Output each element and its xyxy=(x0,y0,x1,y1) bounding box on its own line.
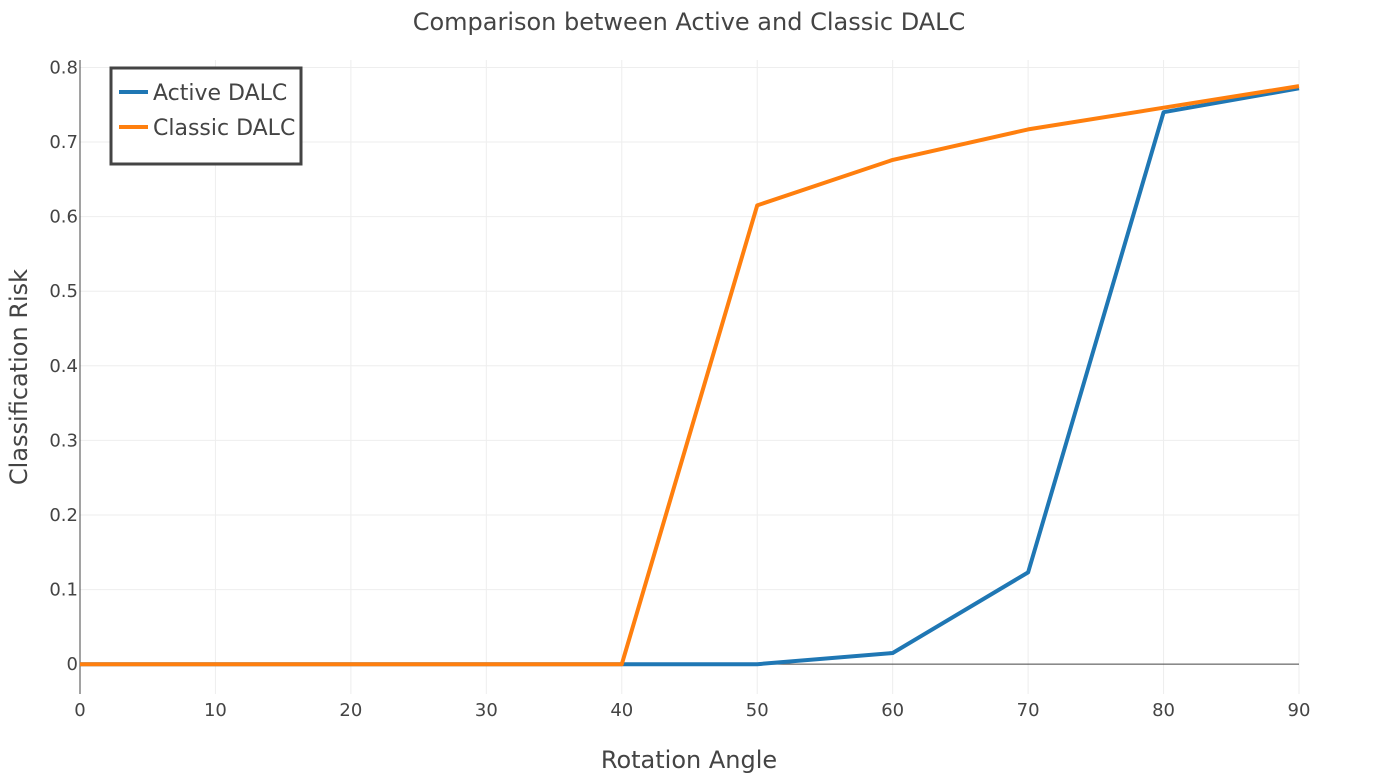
series-layer xyxy=(80,84,1300,667)
y-tick-label: 0.1 xyxy=(49,580,78,601)
y-tick-label: 0.7 xyxy=(49,132,78,153)
x-axis-title: Rotation Angle xyxy=(601,746,777,774)
y-tick-label: 0.8 xyxy=(49,57,78,78)
y-tick-label: 0.6 xyxy=(49,207,78,228)
legend-label[interactable]: Classic DALC xyxy=(153,116,295,141)
x-tick-label: 40 xyxy=(610,700,633,721)
grid-lines xyxy=(80,60,1300,694)
x-tick-label: 50 xyxy=(746,700,769,721)
x-tick-label: 80 xyxy=(1152,700,1175,721)
series-line-classic-dalc xyxy=(80,84,1300,667)
y-axis-title: Classification Risk xyxy=(5,269,33,485)
tick-labels: 0 10 20 30 40 50 60 70 80 90 0 0.1 0.2 0.3 0.4 0.5 0.6 0.… xyxy=(49,57,1310,721)
legend-label[interactable]: Active DALC xyxy=(153,81,287,106)
y-tick-label: 0 xyxy=(67,654,78,675)
legend[interactable]: Active DALC Classic DALC xyxy=(109,66,303,166)
x-tick-label: 20 xyxy=(339,700,362,721)
x-tick-label: 90 xyxy=(1288,700,1311,721)
y-tick-label: 0.2 xyxy=(49,505,78,526)
x-tick-label: 30 xyxy=(475,700,498,721)
y-tick-label: 0.3 xyxy=(49,430,78,451)
x-tick-label: 0 xyxy=(74,700,85,721)
x-tick-label: 60 xyxy=(881,700,904,721)
x-tick-label: 10 xyxy=(204,700,227,721)
series-line-active-dalc xyxy=(80,86,1300,667)
x-tick-label: 70 xyxy=(1017,700,1040,721)
y-tick-label: 0.5 xyxy=(49,281,78,302)
legend-box xyxy=(109,66,303,166)
chart-title: Comparison between Active and Classic DA… xyxy=(413,8,966,36)
y-tick-label: 0.4 xyxy=(49,356,78,377)
